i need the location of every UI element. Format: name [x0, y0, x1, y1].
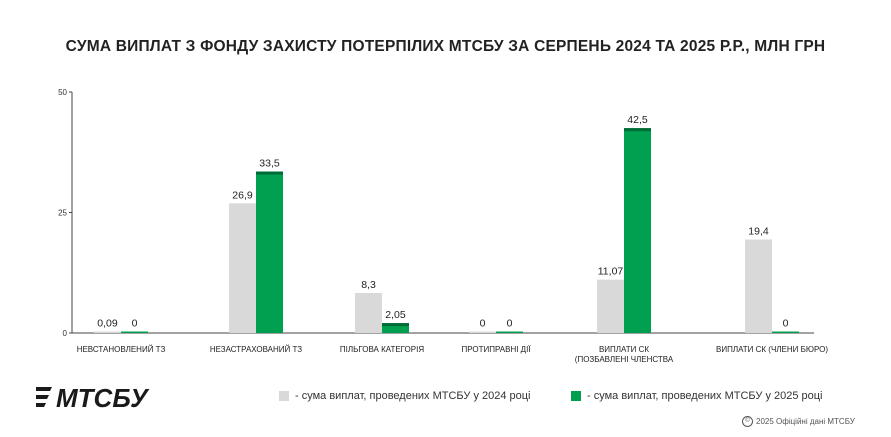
bar-2024 [355, 292, 382, 333]
bar-2025 [624, 128, 651, 333]
legend-swatch-2025 [571, 391, 581, 401]
bar-2024 [597, 279, 624, 333]
legend-item-2025: - сума виплат, проведених МТСБУ у 2025 р… [571, 390, 823, 402]
data-label-2024: 8,3 [361, 279, 376, 291]
data-label-2024: 26,9 [232, 189, 253, 201]
logo-text: МТСБУ [56, 384, 150, 410]
bar-2025 [256, 171, 283, 333]
bar-2024 [229, 203, 256, 333]
copyright: © 2025 Офіційні дані МТСБУ [742, 416, 855, 427]
data-label-2025: 42,5 [627, 114, 648, 126]
data-label-2025: 0 [507, 318, 513, 330]
data-label-2024: 19,4 [748, 225, 769, 237]
category-label: ПРОТИПРАВНІ ДІЇ [461, 345, 531, 354]
category-label: ВИПЛАТИ СК [599, 345, 649, 354]
bar-cap-2025 [256, 171, 283, 175]
y-tick-label: 25 [58, 209, 67, 218]
bar-2025 [496, 331, 523, 333]
data-label-2025: 0 [132, 318, 138, 330]
copyright-text: 2025 Офіційні дані МТСБУ [756, 417, 855, 426]
bar-cap-2025 [382, 323, 409, 327]
bar-cap-2025 [624, 128, 651, 132]
y-tick-label: 0 [63, 329, 68, 338]
copyright-icon: © [742, 416, 753, 427]
category-label: НЕВСТАНОВЛЕНИЙ ТЗ [77, 345, 166, 354]
data-label-2024: 0 [480, 318, 486, 330]
mtsbu-logo: МТСБУ [36, 383, 161, 415]
bar-2024 [469, 331, 496, 333]
category-label: ВИПЛАТИ СК (ЧЛЕНИ БЮРО) [716, 345, 828, 354]
data-label-2025: 0 [783, 318, 789, 330]
legend-label-2024: - сума виплат, проведених МТСБУ у 2024 р… [295, 390, 531, 402]
bar-2025 [121, 331, 148, 333]
y-tick-label: 50 [58, 88, 67, 97]
bar-2025 [772, 331, 799, 333]
data-label-2025: 2,05 [385, 309, 406, 321]
chart-title: СУМА ВИПЛАТ З ФОНДУ ЗАХИСТУ ПОТЕРПІЛИХ М… [65, 38, 826, 55]
category-label: ПІЛЬГОВА КАТЕГОРІЯ [340, 345, 424, 354]
data-label-2024: 0,09 [97, 318, 118, 330]
bar-2024 [94, 331, 121, 333]
category-label: НЕЗАСТРАХОВАНИЙ ТЗ [210, 345, 302, 354]
legend-item-2024: - сума виплат, проведених МТСБУ у 2024 р… [279, 390, 531, 402]
legend-swatch-2024 [279, 391, 289, 401]
legend-label-2025: - сума виплат, проведених МТСБУ у 2025 р… [587, 390, 823, 402]
bar-2025 [382, 323, 409, 333]
data-label-2024: 11,07 [598, 266, 624, 278]
category-label: (ПОЗБАВЛЕНІ ЧЛЕНСТВА [575, 355, 674, 364]
bar-2024 [745, 239, 772, 333]
data-label-2025: 33,5 [259, 158, 280, 170]
